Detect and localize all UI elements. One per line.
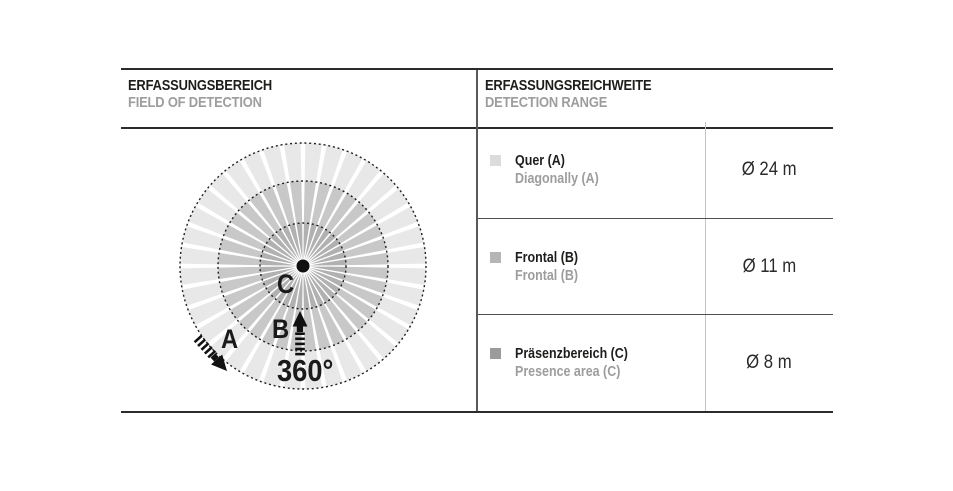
rotation-arrow-a bbox=[193, 334, 227, 371]
panel-subtitle-en: FIELD OF DETECTION bbox=[128, 94, 262, 111]
sector-gap bbox=[303, 150, 347, 266]
zone-b-swatch bbox=[490, 251, 501, 263]
sector-gap bbox=[196, 266, 303, 330]
panel-title-de: ERFASSUNGSBEREICH bbox=[128, 77, 273, 94]
range-label-en: Diagonally (A) bbox=[515, 170, 599, 187]
sector-gap bbox=[303, 266, 410, 330]
sector-gap bbox=[303, 266, 327, 387]
panel-subtitle-en: DETECTION RANGE bbox=[485, 94, 608, 111]
sector-gap bbox=[279, 145, 303, 266]
sector-gap bbox=[303, 159, 367, 266]
range-row-praesenz: Präsenzbereich (C) Presence area (C) Ø 8… bbox=[478, 314, 833, 411]
range-row-quer: Quer (A) Diagonally (A) Ø 24 m bbox=[478, 122, 833, 218]
range-label-en: Frontal (B) bbox=[515, 267, 579, 284]
range-label-de: Präsenzbereich (C) bbox=[515, 346, 628, 363]
sensor-center-dot bbox=[296, 259, 310, 273]
sector-gap bbox=[303, 266, 424, 290]
right-panel-header: ERFASSUNGSREICHWEITE DETECTION RANGE bbox=[478, 70, 833, 129]
range-table: Quer (A) Diagonally (A) Ø 24 m Frontal (… bbox=[478, 122, 833, 411]
sector-gap bbox=[303, 242, 424, 266]
sector-gap bbox=[303, 263, 426, 269]
range-label-de: Frontal (B) bbox=[515, 249, 579, 266]
detection-field-diagram: C B A 360° bbox=[121, 122, 474, 411]
sector-gap bbox=[180, 263, 303, 269]
sector-gap bbox=[303, 145, 327, 266]
detection-range-panel: ERFASSUNGSREICHWEITE DETECTION RANGE Que… bbox=[478, 70, 833, 411]
zone-c-label: C bbox=[277, 270, 294, 300]
zone-b-label: B bbox=[272, 315, 289, 345]
sector-gap bbox=[222, 266, 303, 362]
sector-gap bbox=[187, 266, 303, 310]
direction-arrow-b bbox=[292, 311, 308, 356]
sector-gap bbox=[279, 266, 303, 387]
detection-field-svg: CB A 360° bbox=[179, 142, 427, 390]
panel-title-de: ERFASSUNGSREICHWEITE bbox=[485, 77, 652, 94]
range-label-en: Presence area (C) bbox=[515, 364, 621, 381]
sector-gap bbox=[259, 266, 303, 382]
angle-label: 360° bbox=[277, 354, 333, 388]
left-panel-header: ERFASSUNGSBEREICH FIELD OF DETECTION bbox=[121, 70, 476, 129]
zone-c-swatch bbox=[490, 348, 501, 360]
value-column-divider bbox=[705, 122, 706, 411]
sector-gap bbox=[196, 202, 303, 266]
zone-b-outline bbox=[217, 180, 389, 352]
sector-gap bbox=[303, 202, 410, 266]
zone-a-label: A bbox=[221, 325, 238, 355]
sector-gap bbox=[207, 185, 303, 266]
sector-gap bbox=[239, 159, 303, 266]
range-row-frontal: Frontal (B) Frontal (B) Ø 11 m bbox=[478, 217, 833, 315]
range-value: Ø 24 m bbox=[741, 158, 797, 180]
sector-gap bbox=[303, 266, 399, 347]
sector-gap bbox=[182, 242, 303, 266]
sector-gap bbox=[182, 266, 303, 290]
sector-gap bbox=[303, 222, 419, 266]
range-value: Ø 8 m bbox=[746, 352, 792, 374]
sector-gap bbox=[303, 266, 347, 382]
zone-c-outline bbox=[259, 222, 347, 310]
sector-gap bbox=[187, 222, 303, 266]
zone-a-swatch bbox=[490, 154, 501, 166]
sector-gap bbox=[303, 185, 399, 266]
sector-gap bbox=[222, 170, 303, 266]
range-label-de: Quer (A) bbox=[515, 152, 565, 169]
sector-gap bbox=[259, 150, 303, 266]
zone-a-outline bbox=[179, 142, 427, 390]
sector-gap bbox=[300, 143, 306, 266]
sector-gap bbox=[207, 266, 303, 347]
range-value: Ø 11 m bbox=[742, 255, 796, 277]
sector-gap bbox=[303, 170, 384, 266]
sector-gap bbox=[303, 266, 384, 362]
sector-gap bbox=[303, 266, 367, 373]
sector-gap bbox=[239, 266, 303, 373]
sector-gap bbox=[303, 266, 419, 310]
